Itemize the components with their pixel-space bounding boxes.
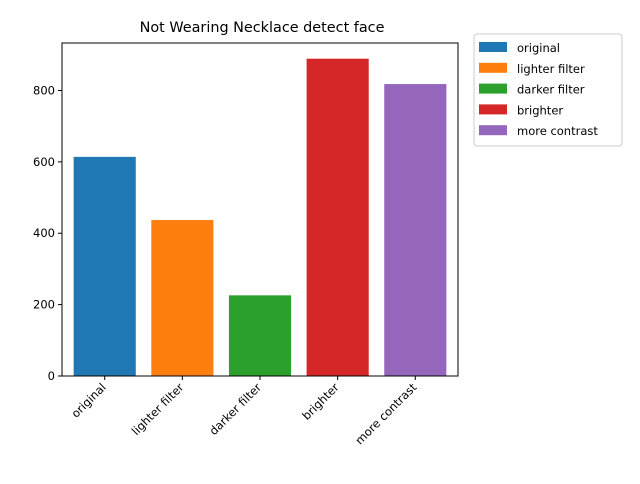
x-tick-label: lighter filter <box>129 380 187 438</box>
legend-label: darker filter <box>517 83 585 97</box>
y-tick-label: 600 <box>33 155 55 169</box>
x-tick-label: darker filter <box>206 380 264 438</box>
legend-swatch <box>479 104 507 115</box>
bar-darker-filter <box>228 295 292 376</box>
x-tick-label: brighter <box>299 380 342 423</box>
legend-label: original <box>517 41 560 55</box>
y-tick-label: 0 <box>48 369 55 383</box>
chart-title: Not Wearing Necklace detect face <box>140 20 385 36</box>
legend-box <box>473 33 623 147</box>
legend-swatch <box>479 42 507 52</box>
y-tick-label: 200 <box>33 298 55 312</box>
legend-label: brighter <box>517 103 563 117</box>
legend-label: lighter filter <box>517 62 585 76</box>
bar-lighter-filter <box>151 220 214 376</box>
x-tick-label: original <box>69 380 109 420</box>
legend-label: more contrast <box>517 124 598 138</box>
bar-more-contrast <box>384 84 447 377</box>
legend-swatch <box>479 62 507 73</box>
y-tick-label: 800 <box>33 83 55 97</box>
x-tick-label: more contrast <box>352 380 419 447</box>
bar-brighter <box>306 58 369 376</box>
bar-original <box>73 156 136 376</box>
legend-swatch <box>479 83 507 94</box>
legend-swatch <box>479 125 507 136</box>
y-tick-label: 400 <box>33 226 55 240</box>
